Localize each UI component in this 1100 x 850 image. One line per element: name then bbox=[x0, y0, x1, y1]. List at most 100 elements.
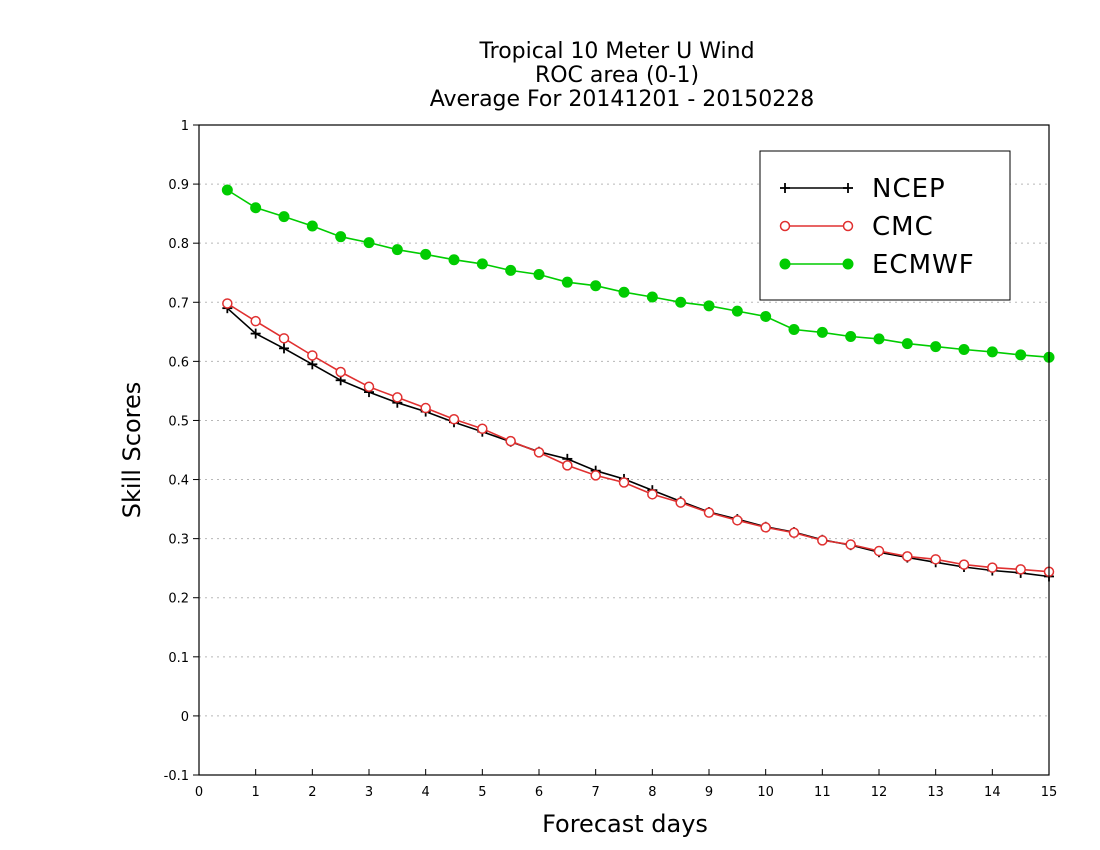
ecmwf-point bbox=[816, 326, 828, 338]
y-tick-label: 0.8 bbox=[168, 237, 189, 252]
y-axis-ticks: -0.1 0 0.1 0.2 0.3 0.4 0.5 0.6 0.7 0.8 0.9 1 bbox=[164, 119, 199, 784]
x-tick-label: 1 bbox=[252, 785, 260, 800]
ecmwf-point bbox=[646, 291, 658, 303]
y-tick-label: 0.4 bbox=[168, 474, 189, 489]
legend-item-ncep: NCEP bbox=[780, 174, 946, 204]
ecmwf-point bbox=[306, 220, 318, 232]
cmc-point bbox=[477, 423, 488, 434]
cmc-point bbox=[703, 507, 715, 518]
ncep-point bbox=[307, 359, 318, 370]
ecmwf-point bbox=[958, 344, 970, 356]
ecmwf-point bbox=[901, 338, 913, 350]
legend-marker-right bbox=[843, 183, 853, 193]
x-tick-label: 7 bbox=[592, 785, 600, 800]
legend: NCEP CMC ECMWF bbox=[759, 150, 1011, 301]
cmc-point bbox=[902, 551, 913, 562]
cmc-point bbox=[873, 545, 885, 557]
legend-label-cmc: CMC bbox=[872, 212, 934, 242]
legend-label-ncep: NCEP bbox=[872, 174, 946, 204]
cmc-point bbox=[448, 414, 460, 425]
title-line-2: ROC area (0-1) bbox=[535, 63, 699, 88]
x-tick-label: 2 bbox=[308, 785, 316, 800]
x-axis-ticks: 0 1 2 3 4 5 6 7 8 9 10 11 12 13 14 15 bbox=[195, 769, 1057, 800]
ecmwf-point bbox=[618, 286, 630, 298]
ecmwf-point bbox=[760, 310, 772, 322]
ecmwf-point bbox=[1015, 349, 1027, 361]
ecmwf-point bbox=[448, 254, 460, 266]
x-tick-label: 12 bbox=[871, 785, 888, 800]
cmc-series bbox=[222, 298, 1055, 577]
cmc-point bbox=[732, 515, 743, 526]
x-tick-label: 9 bbox=[705, 785, 713, 800]
cmc-point bbox=[675, 497, 686, 508]
x-tick-label: 15 bbox=[1041, 785, 1058, 800]
cmc-point bbox=[222, 298, 233, 309]
x-tick-label: 0 bbox=[195, 785, 203, 800]
x-tick-label: 8 bbox=[648, 785, 656, 800]
x-tick-label: 13 bbox=[927, 785, 944, 800]
cmc-point bbox=[930, 554, 941, 565]
legend-marker-right bbox=[842, 258, 854, 270]
x-tick-label: 3 bbox=[365, 785, 373, 800]
y-tick-label: 1 bbox=[181, 119, 189, 134]
y-tick-label: 0.7 bbox=[168, 296, 189, 311]
cmc-point bbox=[817, 535, 828, 546]
y-tick-label: 0.6 bbox=[168, 355, 189, 370]
ncep-series bbox=[222, 303, 1054, 582]
y-axis-label: Skill Scores bbox=[118, 382, 146, 519]
plot-frame bbox=[198, 124, 1050, 776]
cmc-point bbox=[760, 522, 771, 533]
y-tick-label: 0.1 bbox=[168, 651, 189, 666]
ecmwf-point bbox=[221, 184, 233, 196]
ecmwf-point bbox=[703, 300, 715, 312]
legend-marker-left bbox=[779, 258, 791, 270]
ecmwf-point bbox=[873, 333, 885, 345]
ecmwf-point bbox=[590, 280, 602, 292]
ecmwf-point bbox=[363, 237, 375, 249]
title-line-3: Average For 20141201 - 20150228 bbox=[430, 87, 815, 112]
x-tick-label: 14 bbox=[984, 785, 1001, 800]
cmc-point bbox=[505, 435, 516, 447]
legend-item-cmc: CMC bbox=[779, 212, 934, 242]
ecmwf-point bbox=[675, 296, 687, 308]
x-tick-label: 5 bbox=[478, 785, 486, 800]
cmc-point bbox=[618, 477, 630, 488]
cmc-point bbox=[307, 350, 318, 361]
y-tick-label: 0 bbox=[181, 710, 189, 725]
cmc-point bbox=[647, 489, 658, 500]
y-tick-label: 0.3 bbox=[168, 533, 189, 548]
cmc-point bbox=[562, 460, 573, 471]
ecmwf-point bbox=[505, 264, 517, 276]
chart-title: Tropical 10 Meter U Wind ROC area (0-1) … bbox=[430, 39, 815, 112]
x-tick-label: 6 bbox=[535, 785, 543, 800]
ecmwf-series bbox=[221, 184, 1055, 363]
ecmwf-point bbox=[335, 231, 347, 243]
legend-marker-left bbox=[780, 183, 790, 193]
cmc-point bbox=[250, 315, 261, 327]
legend-marker-right bbox=[842, 220, 854, 232]
ecmwf-point bbox=[788, 323, 800, 335]
title-line-1: Tropical 10 Meter U Wind bbox=[478, 39, 754, 64]
x-tick-label: 10 bbox=[757, 785, 774, 800]
x-tick-label: 4 bbox=[422, 785, 430, 800]
ecmwf-point bbox=[420, 248, 432, 260]
legend-item-ecmwf: ECMWF bbox=[779, 250, 974, 280]
cmc-point bbox=[987, 562, 998, 573]
cmc-point bbox=[278, 333, 290, 344]
cmc-point bbox=[788, 527, 800, 538]
series-layer bbox=[221, 184, 1055, 582]
cmc-point bbox=[958, 559, 970, 570]
cmc-point bbox=[533, 447, 545, 458]
cmc-point bbox=[363, 381, 375, 393]
ecmwf-point bbox=[986, 346, 998, 358]
cmc-point bbox=[1015, 564, 1026, 575]
y-tick-label: 0.2 bbox=[168, 592, 189, 607]
x-axis-label: Forecast days bbox=[542, 810, 708, 838]
ecmwf-point bbox=[845, 331, 857, 343]
y-tick-label: -0.1 bbox=[164, 769, 189, 784]
ecmwf-point bbox=[391, 244, 403, 256]
cmc-line bbox=[226, 302, 1050, 573]
cmc-point bbox=[335, 366, 346, 378]
y-tick-label: 0.9 bbox=[168, 178, 189, 193]
